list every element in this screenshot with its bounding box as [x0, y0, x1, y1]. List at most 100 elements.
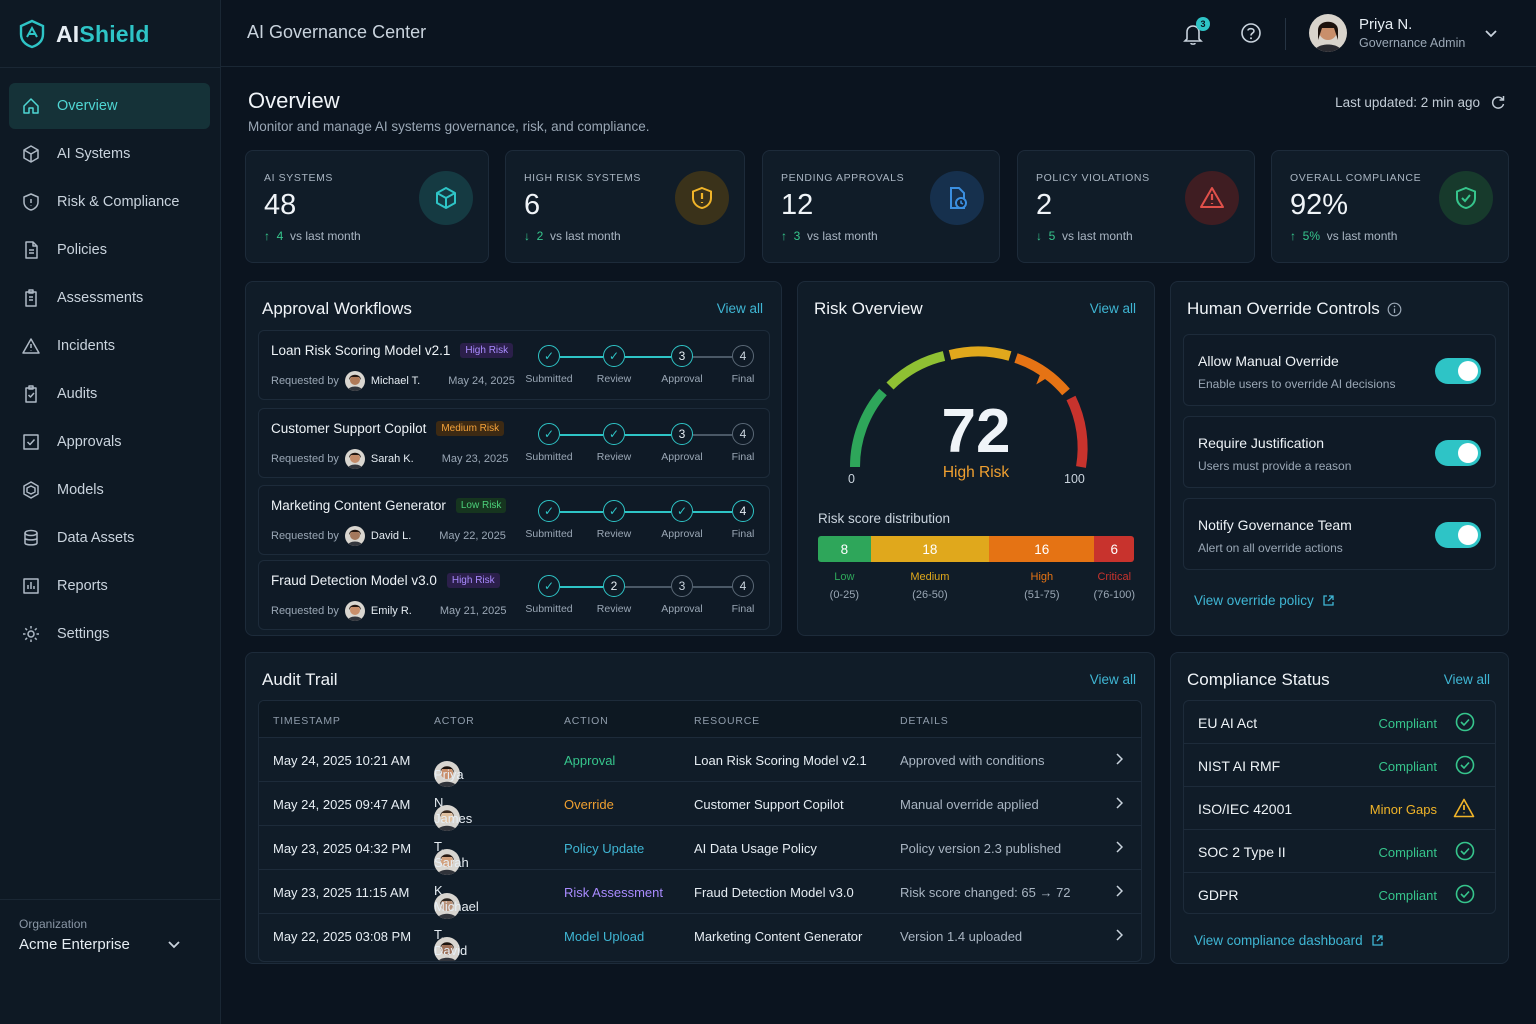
- user-menu[interactable]: Priya N. Governance Admin: [1309, 14, 1465, 52]
- sidebar-item-reports[interactable]: Reports: [9, 563, 210, 609]
- organization-name: Acme Enterprise: [19, 936, 130, 953]
- panel-title: Risk Overview: [814, 299, 923, 318]
- risk-badge: Medium Risk: [436, 421, 505, 436]
- compliance-row[interactable]: SOC 2 Type II Compliant: [1184, 830, 1495, 873]
- workflow-row[interactable]: Marketing Content Generator Low Risk Requ…: [258, 485, 770, 555]
- sidebar-item-label: Settings: [57, 626, 110, 642]
- workflow-row[interactable]: Customer Support Copilot Medium Risk Requ…: [258, 408, 770, 478]
- audit-table: TIMESTAMP ACTOR ACTION RESOURCE DETAILS May …: [258, 700, 1142, 962]
- user-menu-chevron[interactable]: [1484, 26, 1498, 44]
- stat-change-suffix: vs last month: [290, 229, 361, 243]
- table-row[interactable]: May 23, 2025 04:32 PM Sarah K. Policy Up…: [259, 826, 1141, 898]
- avatar: [434, 761, 460, 787]
- last-updated-text: Last updated: 2 min ago: [1335, 94, 1480, 110]
- approvals-view-all-link[interactable]: View all: [716, 301, 763, 316]
- sidebar-item-risk-compliance[interactable]: Risk & Compliance: [9, 179, 210, 225]
- row-timestamp: May 23, 2025 04:32 PM: [273, 841, 412, 856]
- distribution-segment-critical: 6: [1094, 536, 1134, 562]
- view-override-policy-link[interactable]: View override policy: [1194, 593, 1335, 608]
- avatar: [344, 601, 365, 621]
- bell-icon: [1183, 25, 1203, 45]
- pending-approvals-card[interactable]: PENDING APPROVALS 12 ↑ 3 vs last month: [762, 150, 1000, 263]
- sidebar-item-policies[interactable]: Policies: [9, 227, 210, 273]
- workflow-stepper: ✓ Submitted ✓ Review 3 Approval 4 Final: [519, 345, 759, 395]
- sidebar-item-incidents[interactable]: Incidents: [9, 323, 210, 369]
- trend-arrow-icon: ↓: [524, 229, 530, 243]
- compliance-row[interactable]: ISO/IEC 42001 Minor Gaps: [1184, 787, 1495, 830]
- risk-badge: Low Risk: [455, 498, 507, 513]
- compliance-row[interactable]: NIST AI RMF Compliant: [1184, 744, 1495, 787]
- organization-selector[interactable]: Organization Acme Enterprise: [0, 899, 220, 970]
- chevron-right-icon[interactable]: [1115, 797, 1124, 812]
- refresh-icon[interactable]: [1490, 94, 1506, 110]
- step-label: Review: [596, 451, 632, 463]
- sidebar-item-settings[interactable]: Settings: [9, 611, 210, 657]
- external-link-icon: [1323, 595, 1334, 606]
- stat-value: 6: [524, 189, 541, 221]
- chevron-right-icon[interactable]: [1115, 841, 1124, 856]
- policy-violations-card[interactable]: POLICY VIOLATIONS 2 ↓ 5 vs last month: [1017, 150, 1255, 263]
- stat-change: ↓ 2 vs last month: [524, 229, 621, 243]
- compliance-row[interactable]: EU AI Act Compliant: [1184, 701, 1495, 744]
- stat-label: PENDING APPROVALS: [781, 172, 905, 184]
- audit-view-all-link[interactable]: View all: [1089, 672, 1136, 687]
- chevron-right-icon[interactable]: [1115, 753, 1124, 768]
- framework-name: GDPR: [1198, 887, 1239, 903]
- overall-compliance-card[interactable]: OVERALL COMPLIANCE 92% ↑ 5% vs last mont…: [1271, 150, 1509, 263]
- sidebar-item-audits[interactable]: Audits: [9, 371, 210, 417]
- user-name: Priya N.: [1359, 16, 1413, 33]
- row-actor: David L.: [434, 943, 468, 958]
- trend-arrow-icon: ↑: [781, 229, 787, 243]
- toggle-switch[interactable]: [1435, 522, 1481, 548]
- stat-label: POLICY VIOLATIONS: [1036, 172, 1150, 184]
- brand-logo[interactable]: AIShield: [18, 19, 150, 49]
- info-icon[interactable]: [1387, 302, 1402, 317]
- setting-description: Enable users to override AI decisions: [1198, 377, 1396, 391]
- row-resource: AI Data Usage Policy: [694, 841, 817, 856]
- workflow-row[interactable]: Loan Risk Scoring Model v2.1 High Risk Re…: [258, 330, 770, 400]
- table-row[interactable]: May 22, 2025 03:08 PM David L. Model Upl…: [259, 914, 1141, 961]
- chevron-right-icon[interactable]: [1115, 929, 1124, 944]
- compliance-status: Compliant: [1378, 716, 1437, 731]
- table-row[interactable]: May 23, 2025 11:15 AM Michael T. Risk As…: [259, 870, 1141, 942]
- row-details: Approved with conditions: [900, 753, 1045, 768]
- compliance-row[interactable]: GDPR Compliant: [1184, 873, 1495, 913]
- page-title: Overview: [248, 88, 340, 113]
- chevron-right-icon[interactable]: [1115, 885, 1124, 900]
- ai-systems-card[interactable]: AI SYSTEMS 48 ↑ 4 vs last month: [245, 150, 489, 263]
- workflow-name: Marketing Content Generator: [271, 498, 446, 513]
- risk-view-all-link[interactable]: View all: [1089, 301, 1136, 316]
- shield-logo-icon: [19, 19, 45, 49]
- sidebar-item-overview[interactable]: Overview: [9, 83, 210, 129]
- high-risk-systems-card[interactable]: HIGH RISK SYSTEMS 6 ↓ 2 vs last month: [505, 150, 745, 263]
- table-row[interactable]: May 24, 2025 09:47 AM James T. Override …: [259, 782, 1141, 854]
- row-actor: James T.: [434, 811, 473, 854]
- workflow-row[interactable]: Fraud Detection Model v3.0 High Risk Requ…: [258, 560, 770, 630]
- sidebar-item-models[interactable]: Models: [9, 467, 210, 513]
- help-button[interactable]: [1240, 22, 1262, 49]
- user-role: Governance Admin: [1359, 36, 1466, 50]
- step-label: Submitted: [525, 451, 573, 463]
- toggle-switch[interactable]: [1435, 440, 1481, 466]
- row-details: Version 1.4 uploaded: [900, 929, 1023, 944]
- sidebar-item-data-assets[interactable]: Data Assets: [9, 515, 210, 561]
- avatar: [434, 937, 460, 961]
- help-icon: [1241, 23, 1261, 43]
- step-label: Final: [731, 373, 755, 385]
- table-row[interactable]: May 24, 2025 10:21 AM Priya N. Approval …: [259, 738, 1141, 810]
- workflow-stepper: ✓ Submitted 2 Review 3 Approval 4 Final: [519, 575, 759, 625]
- sidebar-item-assessments[interactable]: Assessments: [9, 275, 210, 321]
- view-compliance-dashboard-link[interactable]: View compliance dashboard: [1194, 933, 1384, 948]
- shield-icon: [23, 193, 39, 211]
- toggle-switch[interactable]: [1435, 358, 1481, 384]
- row-details: Policy version 2.3 published: [900, 841, 1062, 856]
- notifications-button[interactable]: 3: [1182, 17, 1210, 51]
- setting-description: Users must provide a reason: [1198, 459, 1352, 473]
- row-resource: Marketing Content Generator: [694, 929, 863, 944]
- sidebar-item-approvals[interactable]: Approvals: [9, 419, 210, 465]
- avatar: [344, 526, 365, 546]
- row-action: Risk Assessment: [564, 885, 663, 900]
- compliance-status: Compliant: [1378, 845, 1437, 860]
- sidebar-item-ai-systems[interactable]: AI Systems: [9, 131, 210, 177]
- compliance-view-all-link[interactable]: View all: [1443, 672, 1490, 687]
